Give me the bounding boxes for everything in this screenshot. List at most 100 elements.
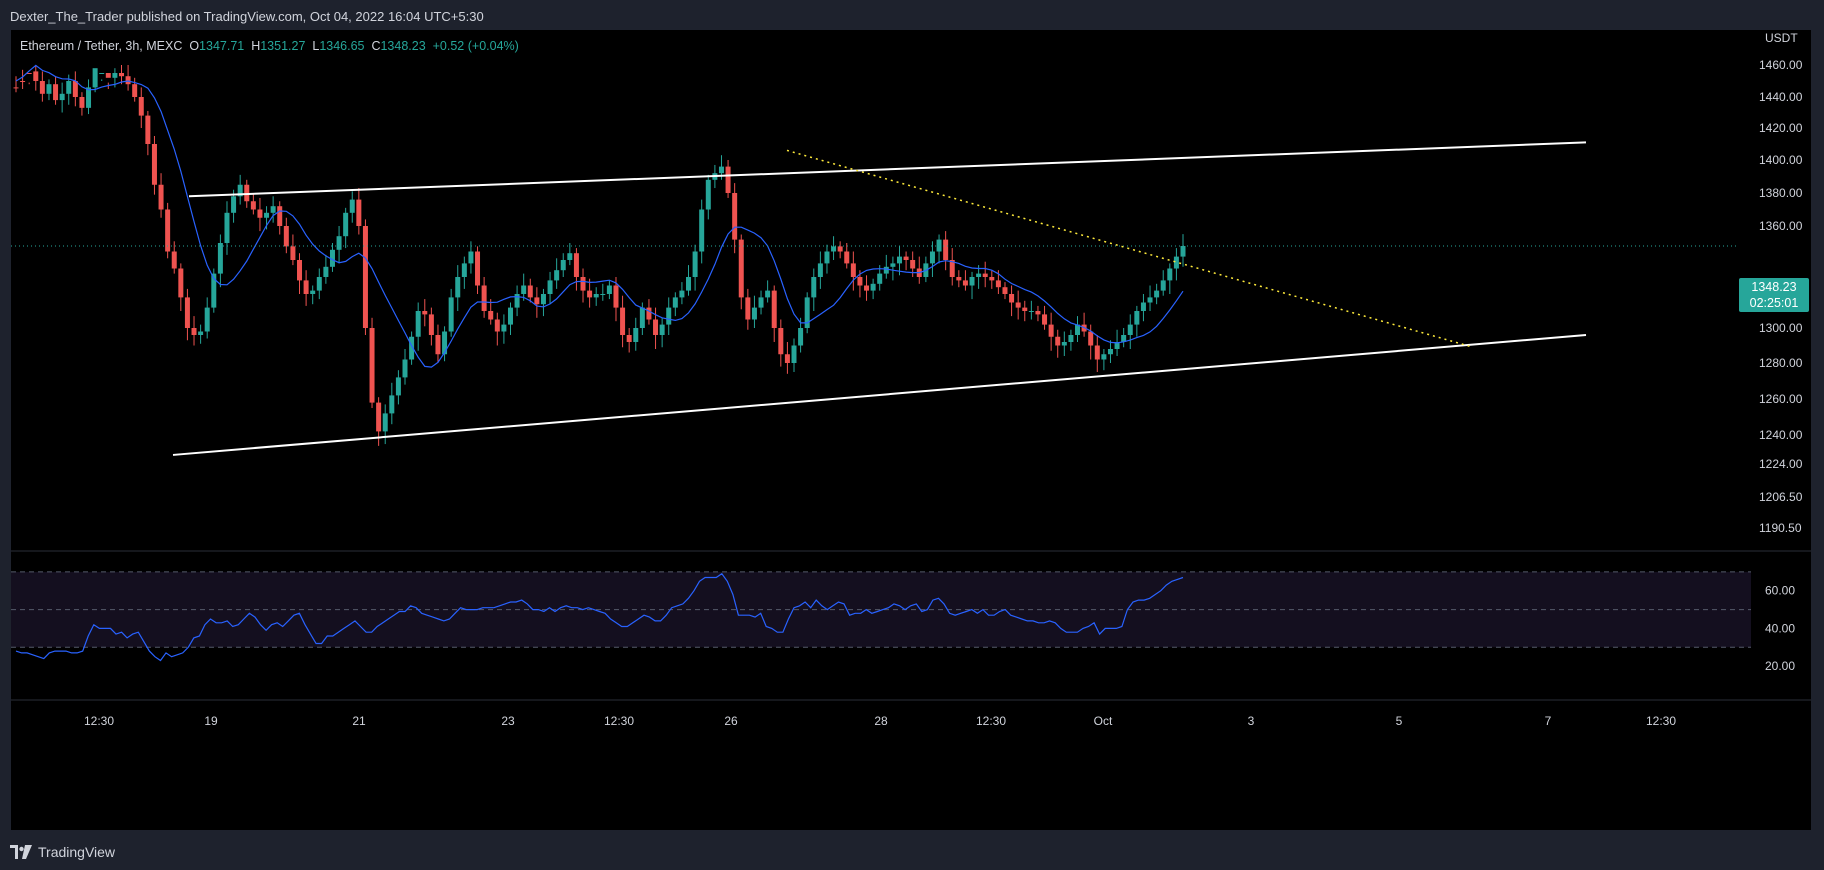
candle-body: [409, 336, 415, 360]
candle-body: [59, 93, 65, 101]
candle: [936, 234, 942, 264]
candle: [501, 314, 507, 344]
candle: [969, 271, 975, 300]
candle-body: [896, 256, 902, 264]
candle: [573, 248, 579, 291]
candle: [13, 76, 19, 93]
candle: [1167, 263, 1173, 294]
candle-body: [883, 266, 889, 274]
candle-body: [310, 290, 316, 294]
candle: [468, 241, 474, 274]
candle: [732, 183, 738, 254]
candle: [1009, 285, 1015, 317]
candle: [804, 292, 810, 334]
candle: [686, 265, 692, 296]
candle-body: [138, 97, 144, 116]
candle-body: [151, 144, 157, 185]
candle: [125, 65, 131, 91]
candle: [53, 76, 59, 105]
time-tick-label: 26: [724, 714, 738, 728]
candle-body: [751, 307, 757, 320]
candle-body: [606, 285, 612, 294]
candle-body: [600, 294, 606, 295]
candle: [59, 82, 65, 113]
candle: [224, 201, 230, 255]
chart-legend: Ethereum / Tether, 3h, MEXC O 1347.71 H …: [20, 39, 519, 53]
candle-body: [798, 328, 804, 346]
candle-body: [864, 285, 870, 291]
candle-body: [1121, 335, 1127, 342]
candle: [831, 236, 837, 260]
candle: [277, 201, 283, 235]
candle-body: [976, 273, 982, 277]
candle-body: [962, 280, 968, 286]
candle: [118, 65, 124, 85]
candle-body: [699, 209, 705, 252]
dotted-trendline: [786, 149, 1474, 348]
price-tick-label: 1460.00: [1759, 58, 1803, 72]
candle-body: [211, 273, 217, 308]
candle: [39, 71, 45, 102]
candle-body: [573, 253, 579, 277]
candle-body: [165, 209, 171, 252]
candle-body: [765, 290, 771, 298]
candle-body: [1022, 307, 1028, 311]
candle-body: [732, 193, 738, 240]
candle-body: [132, 84, 138, 97]
candle-body: [547, 280, 553, 294]
candle-body: [33, 71, 39, 81]
candle: [158, 173, 164, 218]
price-tick-label: 1440.00: [1759, 90, 1803, 104]
candle: [435, 324, 441, 363]
candle-body: [191, 328, 197, 335]
candle: [547, 271, 553, 305]
candle: [481, 277, 487, 318]
candle-body: [1160, 280, 1166, 291]
candle: [705, 174, 711, 220]
candle: [560, 253, 566, 277]
candle-body: [389, 395, 395, 414]
time-tick-label: 12:30: [604, 714, 634, 728]
candle: [442, 326, 448, 362]
candle-body: [66, 81, 72, 94]
candle: [1094, 335, 1100, 372]
candle: [217, 234, 223, 288]
candle-body: [929, 251, 935, 264]
upper-channel-line: [188, 141, 1587, 198]
candle-body: [461, 263, 467, 277]
candle: [725, 160, 731, 198]
candle-body: [943, 239, 949, 260]
candle: [1042, 305, 1048, 330]
candle: [33, 65, 39, 91]
candle: [310, 285, 316, 305]
candle-body: [910, 260, 916, 269]
candle-body: [758, 297, 764, 308]
change-value: +0.52 (+0.04%): [432, 39, 519, 53]
candle-body: [376, 402, 382, 432]
candle-body: [125, 76, 131, 85]
candle: [1107, 340, 1113, 363]
candle-body: [1173, 256, 1179, 269]
low-value: 1346.65: [319, 39, 365, 53]
candle-body: [646, 307, 652, 320]
candle-body: [1055, 336, 1061, 346]
candle-body: [666, 307, 672, 325]
candle-body: [204, 307, 210, 332]
candle-body: [738, 239, 744, 298]
candle: [382, 404, 388, 445]
candle: [633, 317, 639, 351]
chart-area[interactable]: USDT 1460.00 1440.00 1420.00 1400.00 1380.00 1…: [11, 30, 1811, 830]
candle: [521, 273, 527, 301]
candle: [422, 299, 428, 327]
candle: [1147, 285, 1153, 311]
candle: [356, 188, 362, 235]
candle: [270, 196, 276, 223]
candle: [1127, 314, 1133, 349]
candle-body: [778, 328, 784, 355]
candle-body: [415, 311, 421, 337]
candle-body: [349, 199, 355, 213]
candle: [896, 246, 902, 276]
candle-body: [257, 209, 263, 218]
candle-body: [989, 277, 995, 281]
candle: [1140, 294, 1146, 322]
